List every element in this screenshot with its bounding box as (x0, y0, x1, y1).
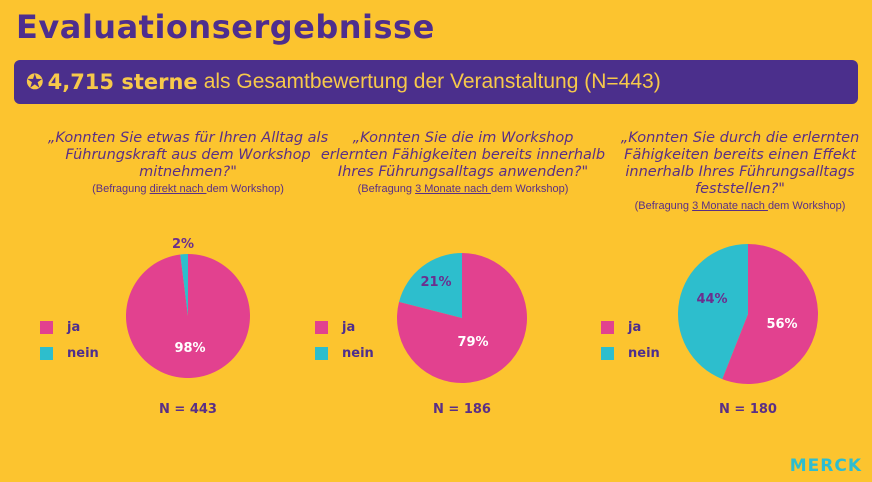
pie-slice-ja (126, 254, 251, 378)
data-label-ja: 56% (766, 317, 797, 332)
legend-item-nein: nein (601, 340, 660, 366)
page-title: Evaluationsergebnisse (16, 8, 435, 46)
chart-question: „Konnten Sie durch die erlernten Fähigke… (610, 130, 870, 215)
survey-note: (Befragung 3 Monate nach dem Workshop) (357, 183, 569, 195)
data-label-nein: 21% (420, 275, 451, 290)
legend: ja nein (40, 314, 99, 366)
survey-note: (Befragung 3 Monate nach dem Workshop) (634, 200, 846, 212)
chart-question: „Konnten Sie die im Workshop erlernten F… (318, 130, 608, 198)
question-text: „Konnten Sie durch die erlernten Fähigke… (620, 130, 860, 197)
pie-slice-nein (677, 244, 748, 380)
data-label-ja: 98% (174, 341, 205, 356)
pie-slice-nein (399, 252, 462, 318)
data-label-nein: 44% (696, 292, 727, 307)
sample-size: N = 180 (719, 402, 777, 417)
sample-size: N = 186 (433, 402, 491, 417)
data-label-ja: 79% (457, 335, 488, 350)
merck-logo: MERCK (789, 456, 862, 476)
survey-note: (Befragung direkt nach dem Workshop) (92, 183, 284, 195)
rating-value: 4,715 sterne (47, 70, 198, 94)
legend-item-nein: nein (315, 340, 374, 366)
rating-banner: ✪ 4,715 sterne als Gesamtbewertung der V… (14, 60, 858, 104)
question-text: „Konnten Sie die im Workshop erlernten F… (320, 130, 606, 180)
legend-item-ja: ja (315, 314, 374, 340)
rating-text: als Gesamtbewertung der Veranstaltung (N… (203, 70, 661, 93)
question-text: „Konnten Sie etwas für Ihren Alltag als … (47, 130, 329, 180)
data-label-nein: 2% (172, 237, 194, 252)
legend-item-ja: ja (601, 314, 660, 340)
legend: ja nein (601, 314, 660, 366)
sample-size: N = 443 (159, 402, 217, 417)
legend-item-ja: ja (40, 314, 99, 340)
chart-question: „Konnten Sie etwas für Ihren Alltag als … (40, 130, 336, 198)
pie-slice-nein (180, 254, 188, 316)
legend-item-nein: nein (40, 340, 99, 366)
star-circle-icon: ✪ (26, 70, 44, 94)
pie-slice-ja (722, 244, 818, 384)
legend: ja nein (315, 314, 374, 366)
